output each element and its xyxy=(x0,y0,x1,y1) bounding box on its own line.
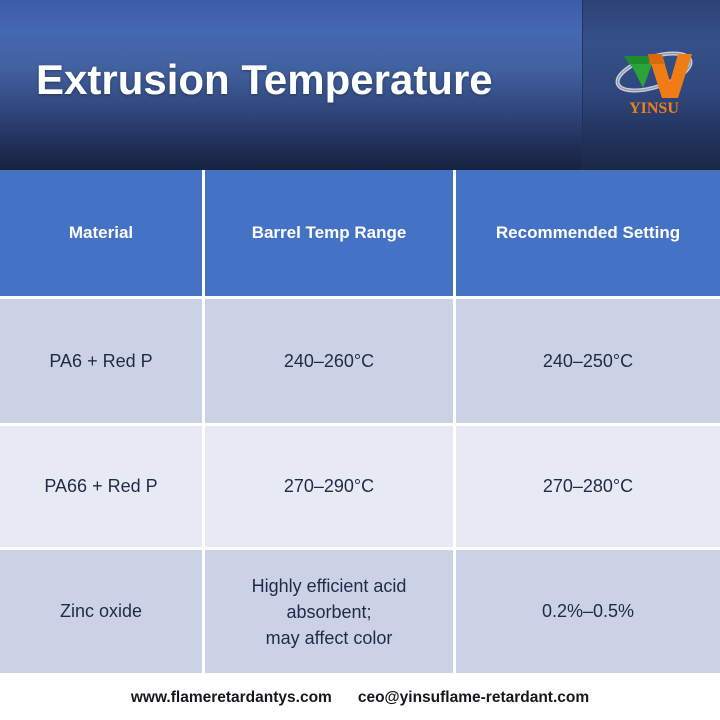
cell-barrel-temp-range: 270–290°C xyxy=(205,426,456,550)
cell-barrel-temp-range: 240–260°C xyxy=(205,299,456,426)
table-row: Zinc oxide Highly efficient acid absorbe… xyxy=(0,550,720,676)
cell-recommended-setting: 240–250°C xyxy=(456,299,720,426)
logo-green-mark-icon xyxy=(624,56,655,88)
column-header-material: Material xyxy=(0,170,205,299)
cell-material: PA66 + Red P xyxy=(0,426,205,550)
yinsu-logo: YINSU xyxy=(608,46,700,118)
cell-text-line-2: absorbent; xyxy=(286,601,372,622)
cell-recommended-setting: 270–280°C xyxy=(456,426,720,550)
cell-recommended-setting: 0.2%–0.5% xyxy=(456,550,720,676)
footer-email[interactable]: ceo@yinsuflame-retardant.com xyxy=(357,689,590,706)
logo-orange-v-icon xyxy=(648,54,692,98)
cell-text-line-1: Highly efficient acid xyxy=(251,575,407,596)
column-header-barrel-temp-range: Barrel Temp Range xyxy=(205,170,456,299)
cell-barrel-temp-range: Highly efficient acid absorbent; may aff… xyxy=(205,550,456,676)
logo-wordmark: YINSU xyxy=(629,100,679,117)
header-right-panel xyxy=(582,0,720,170)
footer-bar: www.flameretardantys.com ceo@yinsuflame-… xyxy=(0,676,720,720)
table-header-row: Material Barrel Temp Range Recommended S… xyxy=(0,170,720,299)
cell-material: Zinc oxide xyxy=(0,550,205,676)
page-title: Extrusion Temperature xyxy=(36,56,493,103)
table-row: PA6 + Red P 240–260°C 240–250°C xyxy=(0,299,720,426)
footer-website[interactable]: www.flameretardantys.com xyxy=(130,689,332,706)
header-banner: Extrusion Temperature xyxy=(0,0,720,170)
cell-material: PA6 + Red P xyxy=(0,299,205,426)
column-header-recommended-setting: Recommended Setting xyxy=(456,170,720,299)
table-row: PA66 + Red P 270–290°C 270–280°C xyxy=(0,426,720,550)
extrusion-temperature-table: Material Barrel Temp Range Recommended S… xyxy=(0,170,720,676)
cell-text-line-3: may affect color xyxy=(265,627,393,648)
